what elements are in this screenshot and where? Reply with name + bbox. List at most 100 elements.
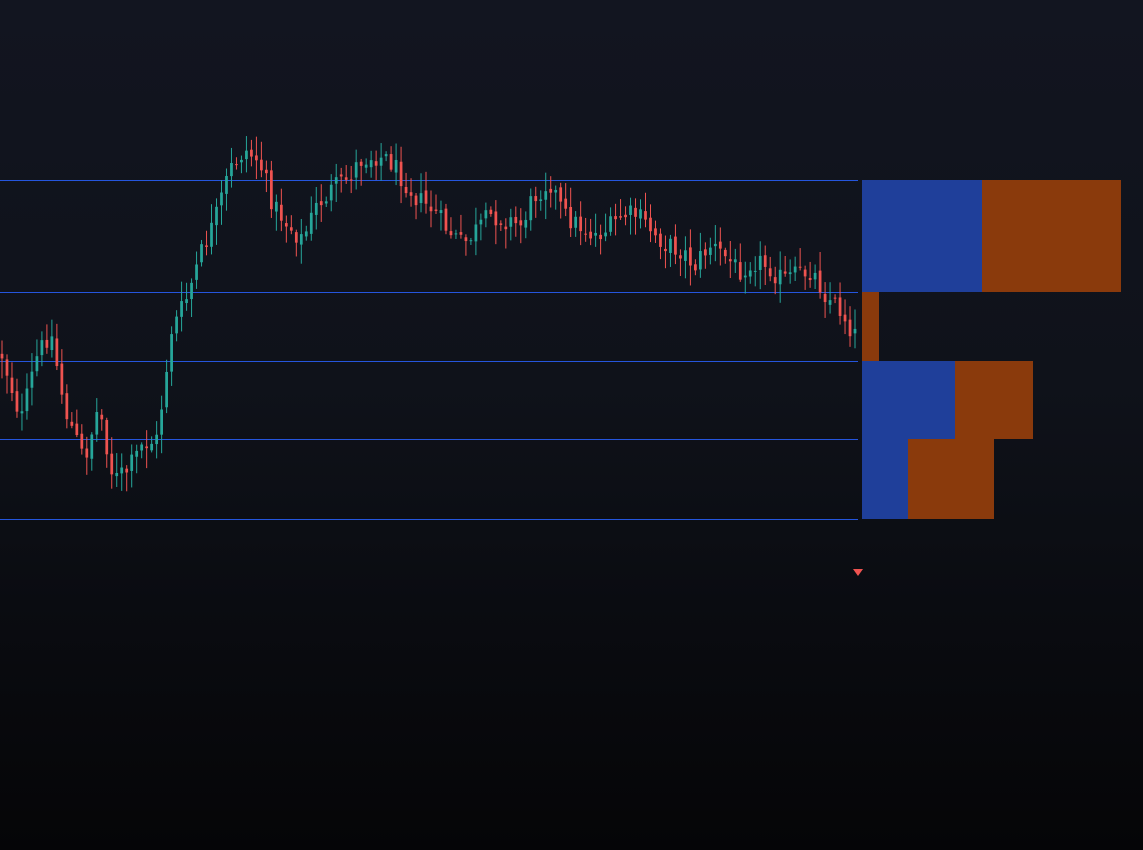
- candle-115: [569, 187, 573, 238]
- candle-46: [225, 168, 228, 211]
- candle-body: [514, 216, 518, 224]
- candle-72: [354, 149, 358, 190]
- candle-body: [569, 206, 573, 229]
- candle-body: [723, 249, 727, 257]
- candle-body: [50, 336, 54, 351]
- candle-body: [190, 282, 193, 300]
- candle-body: [599, 234, 602, 240]
- candle-88: [434, 194, 438, 215]
- candle-body: [85, 448, 89, 458]
- candle-136: [674, 224, 677, 265]
- candle-79: [389, 146, 393, 172]
- candle-body: [843, 314, 847, 322]
- candle-body: [334, 177, 338, 184]
- candle-body: [534, 196, 538, 202]
- candle-43: [210, 204, 213, 255]
- candle-96: [474, 207, 478, 256]
- candle-51: [250, 139, 253, 167]
- candle-147: [728, 241, 732, 278]
- candle-body: [274, 201, 278, 212]
- candle-body: [823, 293, 827, 303]
- candle-body: [713, 243, 717, 247]
- candle-145: [718, 227, 722, 266]
- candle-body: [90, 434, 94, 459]
- candle-body: [679, 255, 682, 259]
- candle-135: [669, 234, 672, 267]
- candle-body: [45, 339, 49, 348]
- candle-105: [519, 208, 523, 244]
- candle-body: [40, 340, 44, 356]
- candle-123: [609, 207, 612, 236]
- candle-130: [644, 192, 647, 228]
- candle-body: [529, 196, 533, 221]
- candle-body: [579, 216, 583, 232]
- candle-body: [654, 228, 657, 236]
- candle-body: [150, 443, 154, 451]
- candle-102: [504, 218, 508, 249]
- candle-body: [424, 190, 428, 204]
- candle-body: [699, 251, 702, 270]
- candle-155: [768, 256, 772, 282]
- candle-body: [559, 187, 563, 202]
- candle-body: [284, 223, 288, 227]
- candle-11: [50, 319, 54, 358]
- candle-4: [15, 378, 19, 418]
- candle-119: [589, 218, 592, 246]
- candle-body: [25, 388, 29, 412]
- candle-body: [659, 233, 662, 247]
- price-levels: [0, 180, 858, 520]
- candle-body: [65, 393, 69, 420]
- candle-65: [319, 184, 323, 222]
- candle-27: [130, 444, 134, 488]
- last-price-marker-icon: [853, 569, 863, 576]
- candle-body: [10, 377, 14, 394]
- candle-body: [454, 233, 458, 235]
- candle-body: [260, 159, 263, 171]
- candle-150: [743, 261, 747, 294]
- candle-71: [349, 165, 353, 194]
- candle-body: [783, 271, 787, 274]
- candle-body: [649, 217, 652, 232]
- candle-40: [195, 251, 198, 289]
- candle-body: [773, 277, 777, 284]
- candle-body: [299, 234, 303, 245]
- candle-109: [539, 190, 543, 211]
- candle-16: [75, 409, 79, 438]
- candle-body: [255, 155, 258, 161]
- candle-66: [324, 196, 328, 208]
- candle-77: [379, 143, 383, 181]
- candle-body: [439, 210, 443, 214]
- candle-148: [733, 248, 737, 273]
- candle-body: [464, 237, 468, 242]
- candle-body: [15, 391, 19, 412]
- profile-sell-block-3: [955, 361, 1033, 439]
- candle-163: [808, 261, 812, 288]
- candle-152: [753, 256, 757, 287]
- candle-162: [803, 265, 807, 290]
- candle-body: [604, 232, 607, 237]
- candle-body: [629, 205, 632, 215]
- candle-161: [798, 248, 802, 271]
- candle-74: [364, 158, 368, 174]
- candle-body: [130, 454, 134, 471]
- candle-body: [788, 272, 792, 275]
- candle-body: [339, 174, 343, 177]
- candle-139: [689, 229, 692, 286]
- candle-body: [743, 275, 747, 278]
- candle-144: [713, 225, 717, 262]
- candle-body: [803, 269, 807, 277]
- candle-110: [544, 172, 548, 220]
- candle-90: [444, 203, 448, 235]
- candle-108: [534, 186, 538, 218]
- candle-117: [579, 201, 583, 246]
- candle-body: [294, 232, 298, 243]
- candle-body: [728, 259, 732, 262]
- candle-body: [689, 247, 692, 266]
- candle-9: [40, 331, 44, 367]
- candle-body: [125, 468, 129, 473]
- candle-body: [70, 421, 74, 426]
- candle-56: [274, 194, 278, 231]
- candle-13: [60, 349, 64, 404]
